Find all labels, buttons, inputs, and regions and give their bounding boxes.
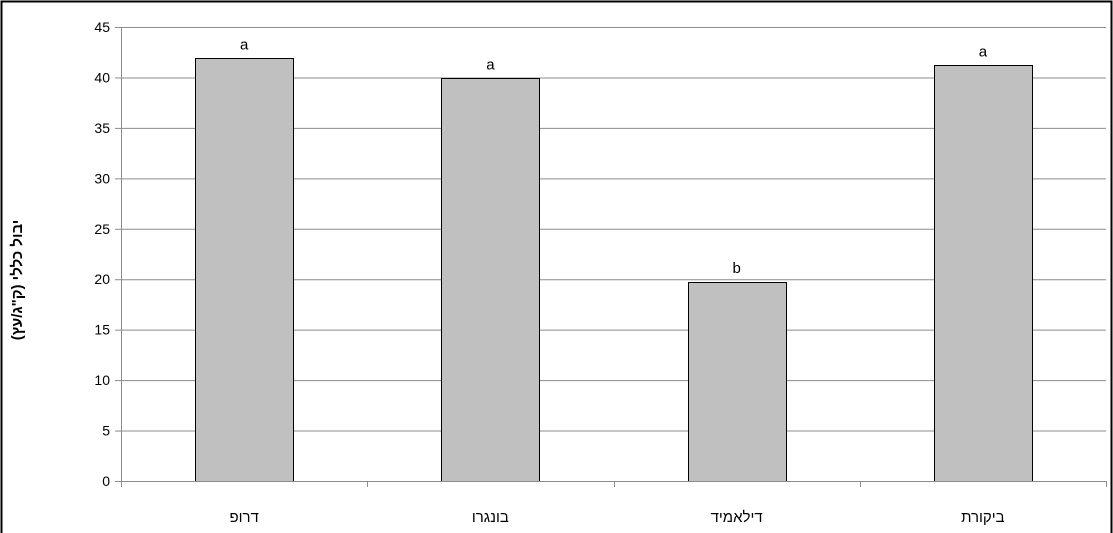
bar-significance-label: b <box>732 260 740 277</box>
y-tick-label: 15 <box>94 322 110 338</box>
y-tick-label: 20 <box>94 271 110 287</box>
y-axis-label: יבול כללי (ק"ג/עץ) <box>9 220 26 341</box>
y-tick-label: 30 <box>94 170 110 186</box>
bar-significance-label: a <box>240 36 249 53</box>
y-axis: 0 5 10 15 20 25 30 35 40 45 <box>94 19 122 489</box>
y-tick-label: 0 <box>102 473 110 489</box>
bar <box>441 78 540 482</box>
x-tick-label: דילאמיד <box>711 509 763 526</box>
bars <box>195 58 1033 482</box>
y-tick-label: 10 <box>94 372 110 388</box>
y-tick-label: 5 <box>102 423 110 439</box>
y-tick-label: 25 <box>94 221 110 237</box>
x-tick-label: דרופ <box>229 509 258 526</box>
bar-significance-label: a <box>486 56 495 73</box>
x-tick-label: בונגרו <box>472 509 509 526</box>
x-axis: דרופ בונגרו דילאמיד ביקורת <box>121 481 1107 526</box>
y-tick-label: 45 <box>94 19 110 35</box>
y-tick-label: 40 <box>94 69 110 85</box>
bar <box>195 58 294 482</box>
bar <box>688 282 787 482</box>
bar <box>934 65 1033 482</box>
x-tick-label: ביקורת <box>961 509 1005 526</box>
bar-significance-label: a <box>979 43 988 60</box>
y-tick-label: 35 <box>94 120 110 136</box>
bar-labels: a a b a <box>240 36 988 277</box>
